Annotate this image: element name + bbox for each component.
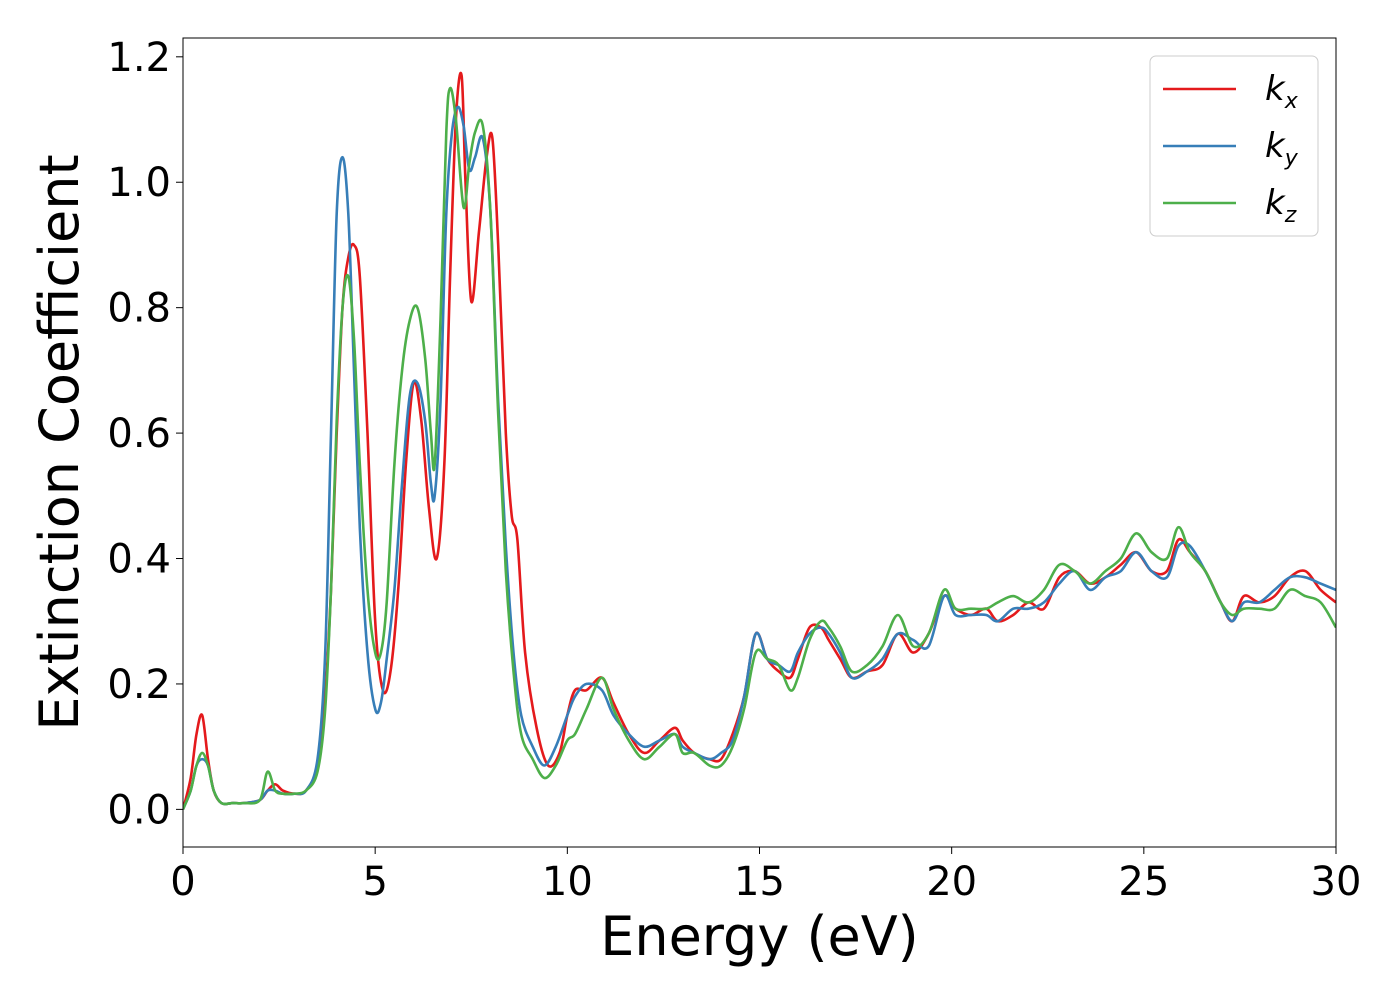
x-tick-label: 30 [1311,859,1362,905]
x-axis-ticks: 0 5 10 15 20 25 30 [170,847,1361,905]
legend-label-y: ky [1265,126,1299,171]
y-axis-ticks: 0.0 0.2 0.4 0.6 0.8 1.0 1.2 [107,35,183,833]
legend-label-x: kx [1265,69,1299,114]
legend: kx ky kz [1149,55,1319,237]
y-axis-label: Extinction Coefficient [28,154,91,730]
y-tick-label: 0.6 [107,411,171,457]
x-tick-label: 10 [542,859,593,905]
y-tick-label: 1.2 [107,35,171,81]
x-tick-label: 5 [362,859,387,905]
y-tick-label: 0.8 [107,286,171,332]
x-tick-label: 20 [926,859,977,905]
series-line-y [183,105,1336,810]
y-tick-label: 1.0 [107,160,171,206]
x-tick-label: 15 [734,859,785,905]
y-tick-label: 0.4 [107,537,171,583]
x-tick-label: 25 [1118,859,1169,905]
x-tick-label: 0 [170,859,195,905]
y-tick-label: 0.2 [107,662,171,708]
y-tick-label: 0.0 [107,787,171,833]
series-layer [183,71,1336,810]
legend-label-z: kz [1265,183,1297,228]
x-axis-label: Energy (eV) [600,905,919,968]
series-line-z [183,86,1336,810]
